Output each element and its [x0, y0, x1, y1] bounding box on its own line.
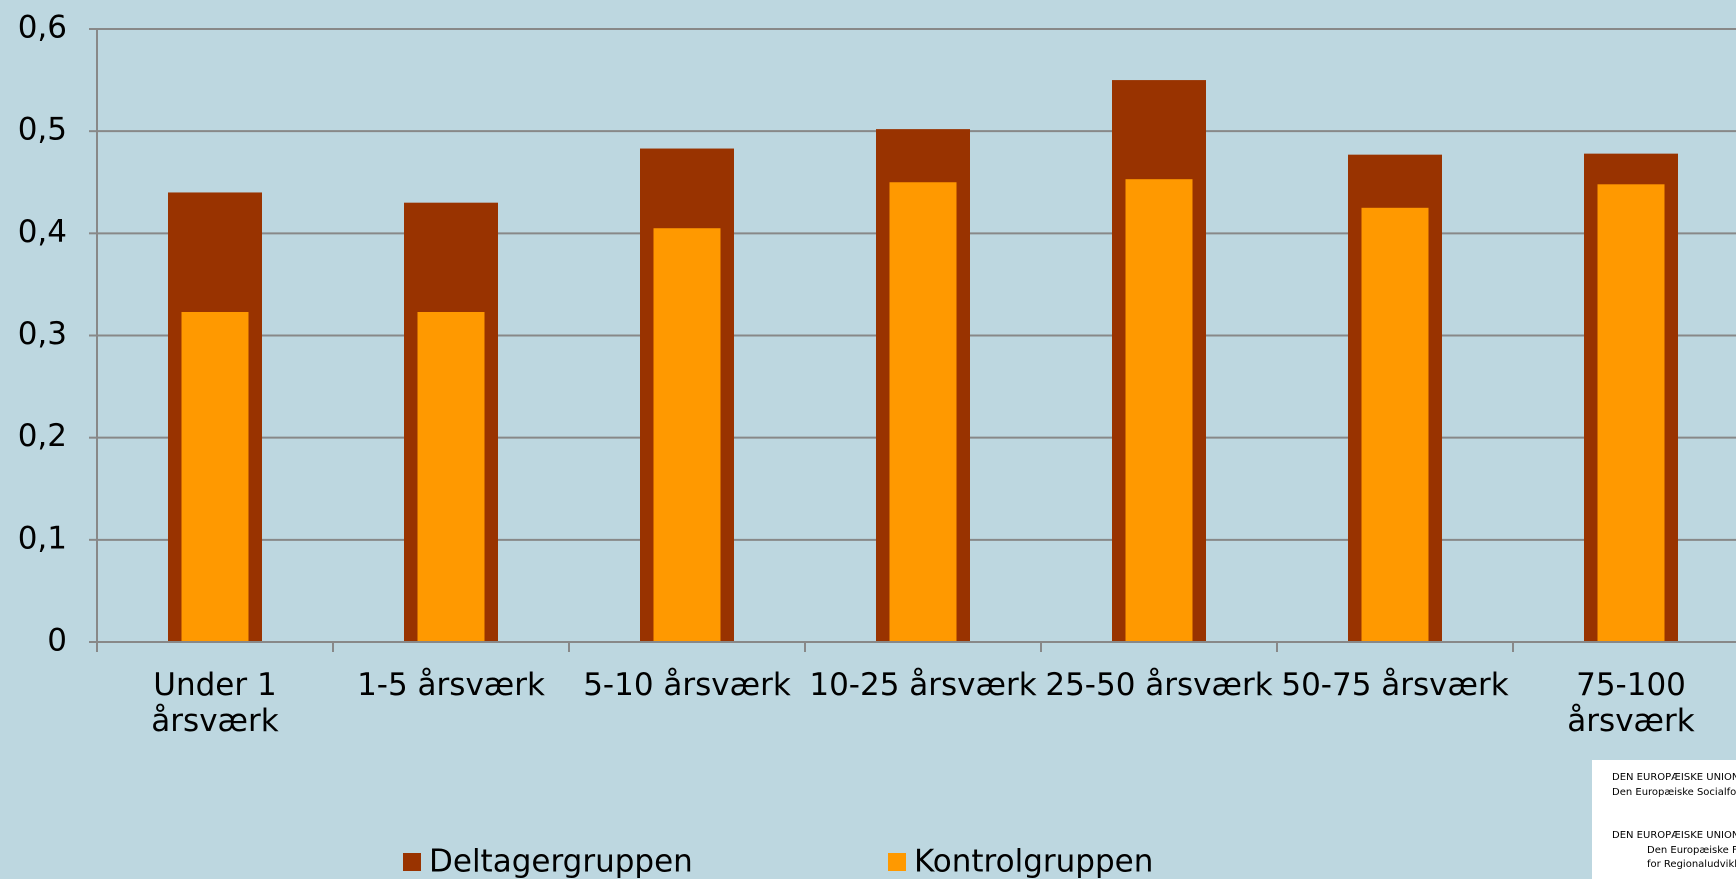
- bar: [1125, 179, 1193, 642]
- x-tick-label: 1-5 årsværk: [357, 667, 545, 703]
- x-tick-label: Under 1 årsværk: [151, 667, 279, 739]
- bar: [889, 182, 957, 642]
- y-tick-label: 0,4: [18, 214, 67, 250]
- x-tick-label: 5-10 årsværk: [583, 667, 791, 703]
- x-tick-label: 10-25 årsværk: [809, 667, 1037, 703]
- y-tick-label: 0,3: [18, 316, 67, 352]
- bar: [1597, 184, 1665, 642]
- y-tick-label: 0,6: [18, 10, 67, 46]
- y-tick-label: 0,1: [18, 520, 67, 556]
- legend-label: Deltagergruppen: [429, 844, 693, 879]
- bar: [653, 228, 721, 642]
- x-tick-label: 25-50 årsværk: [1045, 667, 1273, 703]
- y-tick-label: 0,5: [18, 112, 67, 148]
- bar: [181, 312, 249, 642]
- x-tick-label: 75-100 årsværk: [1567, 667, 1695, 739]
- logo-bg: [1592, 760, 1736, 879]
- x-tick-label: 50-75 årsværk: [1281, 667, 1509, 703]
- legend-swatch: [888, 853, 906, 871]
- logo-text: DEN EUROPÆISKE UNION: [1612, 830, 1736, 841]
- y-tick-label: 0: [47, 623, 67, 659]
- legend-swatch: [403, 853, 421, 871]
- legend-label: Kontrolgruppen: [914, 844, 1153, 879]
- logo-text: Den Europæiske Fond: [1647, 845, 1736, 856]
- logo-text: DEN EUROPÆISKE UNION: [1612, 772, 1736, 783]
- logo-text: for Regionaludvikling: [1647, 859, 1736, 870]
- bar: [1361, 207, 1429, 642]
- logo-text: Den Europæiske Socialfond: [1612, 787, 1736, 798]
- y-tick-label: 0,2: [18, 418, 67, 454]
- bar: [417, 312, 485, 642]
